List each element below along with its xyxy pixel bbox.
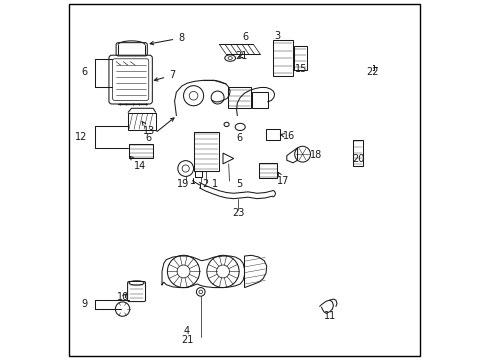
Text: 11: 11: [324, 311, 336, 321]
Text: 13: 13: [142, 121, 155, 136]
Bar: [228, 87, 250, 108]
Text: 4: 4: [183, 325, 190, 336]
Bar: [251, 92, 267, 108]
Text: 5: 5: [236, 179, 242, 189]
Bar: [129, 144, 153, 158]
Text: 20: 20: [352, 154, 364, 164]
Text: 6: 6: [81, 67, 87, 77]
Text: 15: 15: [294, 64, 307, 74]
Text: 6: 6: [242, 32, 248, 41]
Bar: [352, 140, 362, 166]
Bar: [128, 113, 156, 130]
Bar: [273, 40, 292, 76]
Bar: [293, 46, 306, 69]
Text: 14: 14: [129, 156, 146, 171]
Text: 3: 3: [274, 31, 280, 41]
Text: 12: 12: [75, 132, 87, 142]
Bar: [195, 171, 202, 177]
Text: 17: 17: [276, 172, 288, 186]
Text: 10: 10: [117, 292, 129, 302]
Text: 18: 18: [309, 150, 322, 160]
Text: 9: 9: [81, 300, 87, 310]
Text: 22: 22: [365, 67, 378, 77]
Bar: [193, 132, 218, 171]
Text: 21: 21: [235, 51, 247, 61]
Text: 23: 23: [232, 208, 244, 218]
Text: 19: 19: [176, 179, 188, 189]
Text: 2: 2: [202, 179, 208, 189]
Bar: [258, 163, 277, 178]
Text: 6: 6: [145, 118, 174, 143]
Text: 21: 21: [181, 335, 193, 345]
Text: 1: 1: [212, 179, 218, 189]
Text: 16: 16: [280, 131, 295, 141]
Text: 6: 6: [236, 133, 242, 143]
Text: 7: 7: [154, 70, 175, 81]
Text: 8: 8: [150, 33, 184, 45]
Bar: [265, 129, 279, 140]
